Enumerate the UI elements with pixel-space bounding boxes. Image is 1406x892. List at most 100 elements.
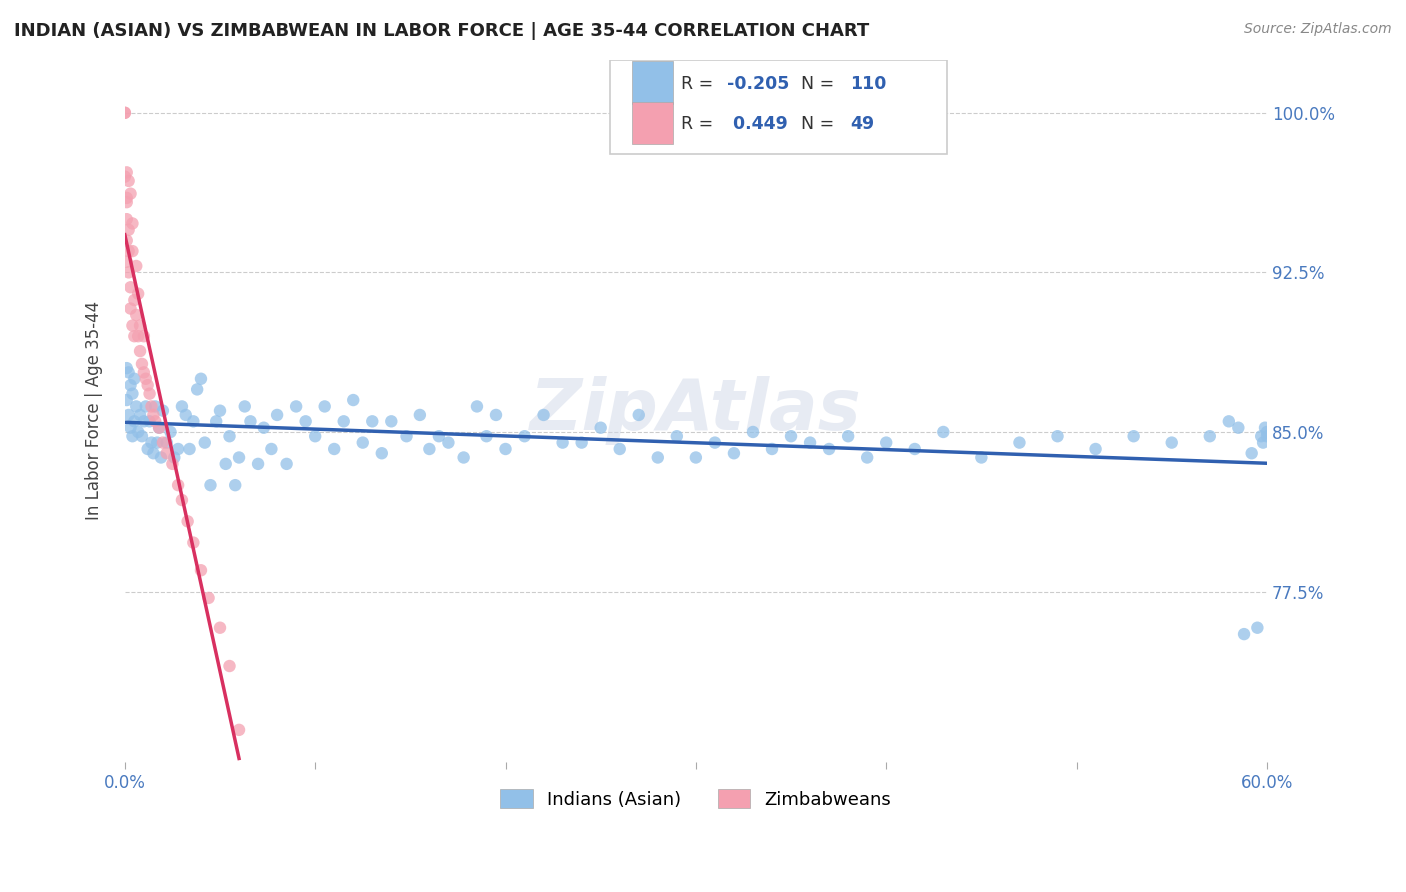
Point: [1240, 446, 1263, 460]
Point: [1256, 429, 1278, 443]
Text: INDIAN (ASIAN) VS ZIMBABWEAN IN LABOR FORCE | AGE 35-44 CORRELATION CHART: INDIAN (ASIAN) VS ZIMBABWEAN IN LABOR FO…: [14, 22, 869, 40]
Point: [1046, 429, 1069, 443]
Point: [142, 446, 165, 460]
Point: [194, 435, 217, 450]
Point: [117, 244, 139, 259]
Point: [146, 435, 169, 450]
Point: [127, 425, 149, 439]
Point: [115, 195, 138, 210]
Point: [932, 425, 955, 439]
Point: [453, 450, 475, 465]
Text: 110: 110: [851, 75, 886, 93]
Text: -0.205: -0.205: [727, 75, 789, 93]
Point: [409, 408, 432, 422]
Point: [129, 344, 152, 359]
Point: [665, 429, 688, 443]
Point: [837, 429, 859, 443]
Point: [127, 329, 149, 343]
Text: N =: N =: [801, 115, 834, 133]
Point: [125, 400, 148, 414]
Point: [380, 414, 402, 428]
Point: [143, 414, 166, 428]
Text: 0.449: 0.449: [727, 115, 787, 133]
Point: [183, 535, 205, 549]
Point: [551, 435, 574, 450]
Point: [904, 442, 927, 456]
Point: [475, 429, 498, 443]
Point: [179, 442, 201, 456]
Point: [1122, 429, 1144, 443]
Point: [127, 286, 149, 301]
Point: [115, 392, 138, 407]
Y-axis label: In Labor Force | Age 35-44: In Labor Force | Age 35-44: [86, 301, 103, 520]
Point: [247, 457, 270, 471]
Point: [215, 457, 238, 471]
Point: [120, 186, 142, 201]
Point: [136, 442, 159, 456]
FancyBboxPatch shape: [631, 62, 673, 104]
Point: [152, 435, 174, 450]
Point: [703, 435, 725, 450]
Point: [176, 514, 198, 528]
Point: [1246, 621, 1268, 635]
Point: [170, 493, 193, 508]
Point: [761, 442, 783, 456]
Point: [233, 400, 256, 414]
Point: [129, 408, 152, 422]
Text: ZipAtlas: ZipAtlas: [530, 376, 862, 445]
Point: [125, 308, 148, 322]
Point: [120, 280, 142, 294]
Point: [437, 435, 460, 450]
Point: [205, 414, 228, 428]
Point: [129, 318, 152, 333]
Point: [513, 429, 536, 443]
Point: [533, 408, 555, 422]
Point: [190, 372, 212, 386]
Point: [1218, 414, 1240, 428]
Point: [495, 442, 517, 456]
Point: [141, 400, 163, 414]
Point: [115, 234, 138, 248]
Point: [162, 457, 184, 471]
Point: [121, 216, 143, 230]
Point: [163, 450, 186, 465]
Point: [253, 420, 276, 434]
Point: [167, 478, 190, 492]
Point: [465, 400, 488, 414]
Point: [352, 435, 374, 450]
Point: [780, 429, 803, 443]
Point: [148, 420, 170, 434]
Point: [125, 259, 148, 273]
Point: [143, 400, 166, 414]
Point: [218, 429, 240, 443]
Point: [124, 372, 146, 386]
Point: [148, 420, 170, 434]
Point: [276, 457, 298, 471]
Point: [609, 442, 631, 456]
Point: [485, 408, 508, 422]
Point: [208, 403, 231, 417]
Point: [170, 400, 193, 414]
Point: [723, 446, 745, 460]
Point: [1160, 435, 1182, 450]
Point: [1251, 435, 1274, 450]
Text: Source: ZipAtlas.com: Source: ZipAtlas.com: [1244, 22, 1392, 37]
Point: [132, 365, 155, 379]
Point: [742, 425, 765, 439]
Point: [115, 165, 138, 179]
Point: [1256, 425, 1278, 439]
Point: [121, 318, 143, 333]
Point: [228, 450, 250, 465]
Point: [124, 293, 146, 307]
Point: [135, 372, 157, 386]
Point: [197, 591, 219, 605]
Point: [208, 621, 231, 635]
Point: [647, 450, 669, 465]
Point: [1008, 435, 1031, 450]
Point: [152, 403, 174, 417]
Legend: Indians (Asian), Zimbabweans: Indians (Asian), Zimbabweans: [494, 782, 898, 816]
Point: [266, 408, 288, 422]
Point: [1254, 420, 1277, 434]
FancyBboxPatch shape: [631, 102, 673, 145]
Point: [1227, 420, 1250, 434]
